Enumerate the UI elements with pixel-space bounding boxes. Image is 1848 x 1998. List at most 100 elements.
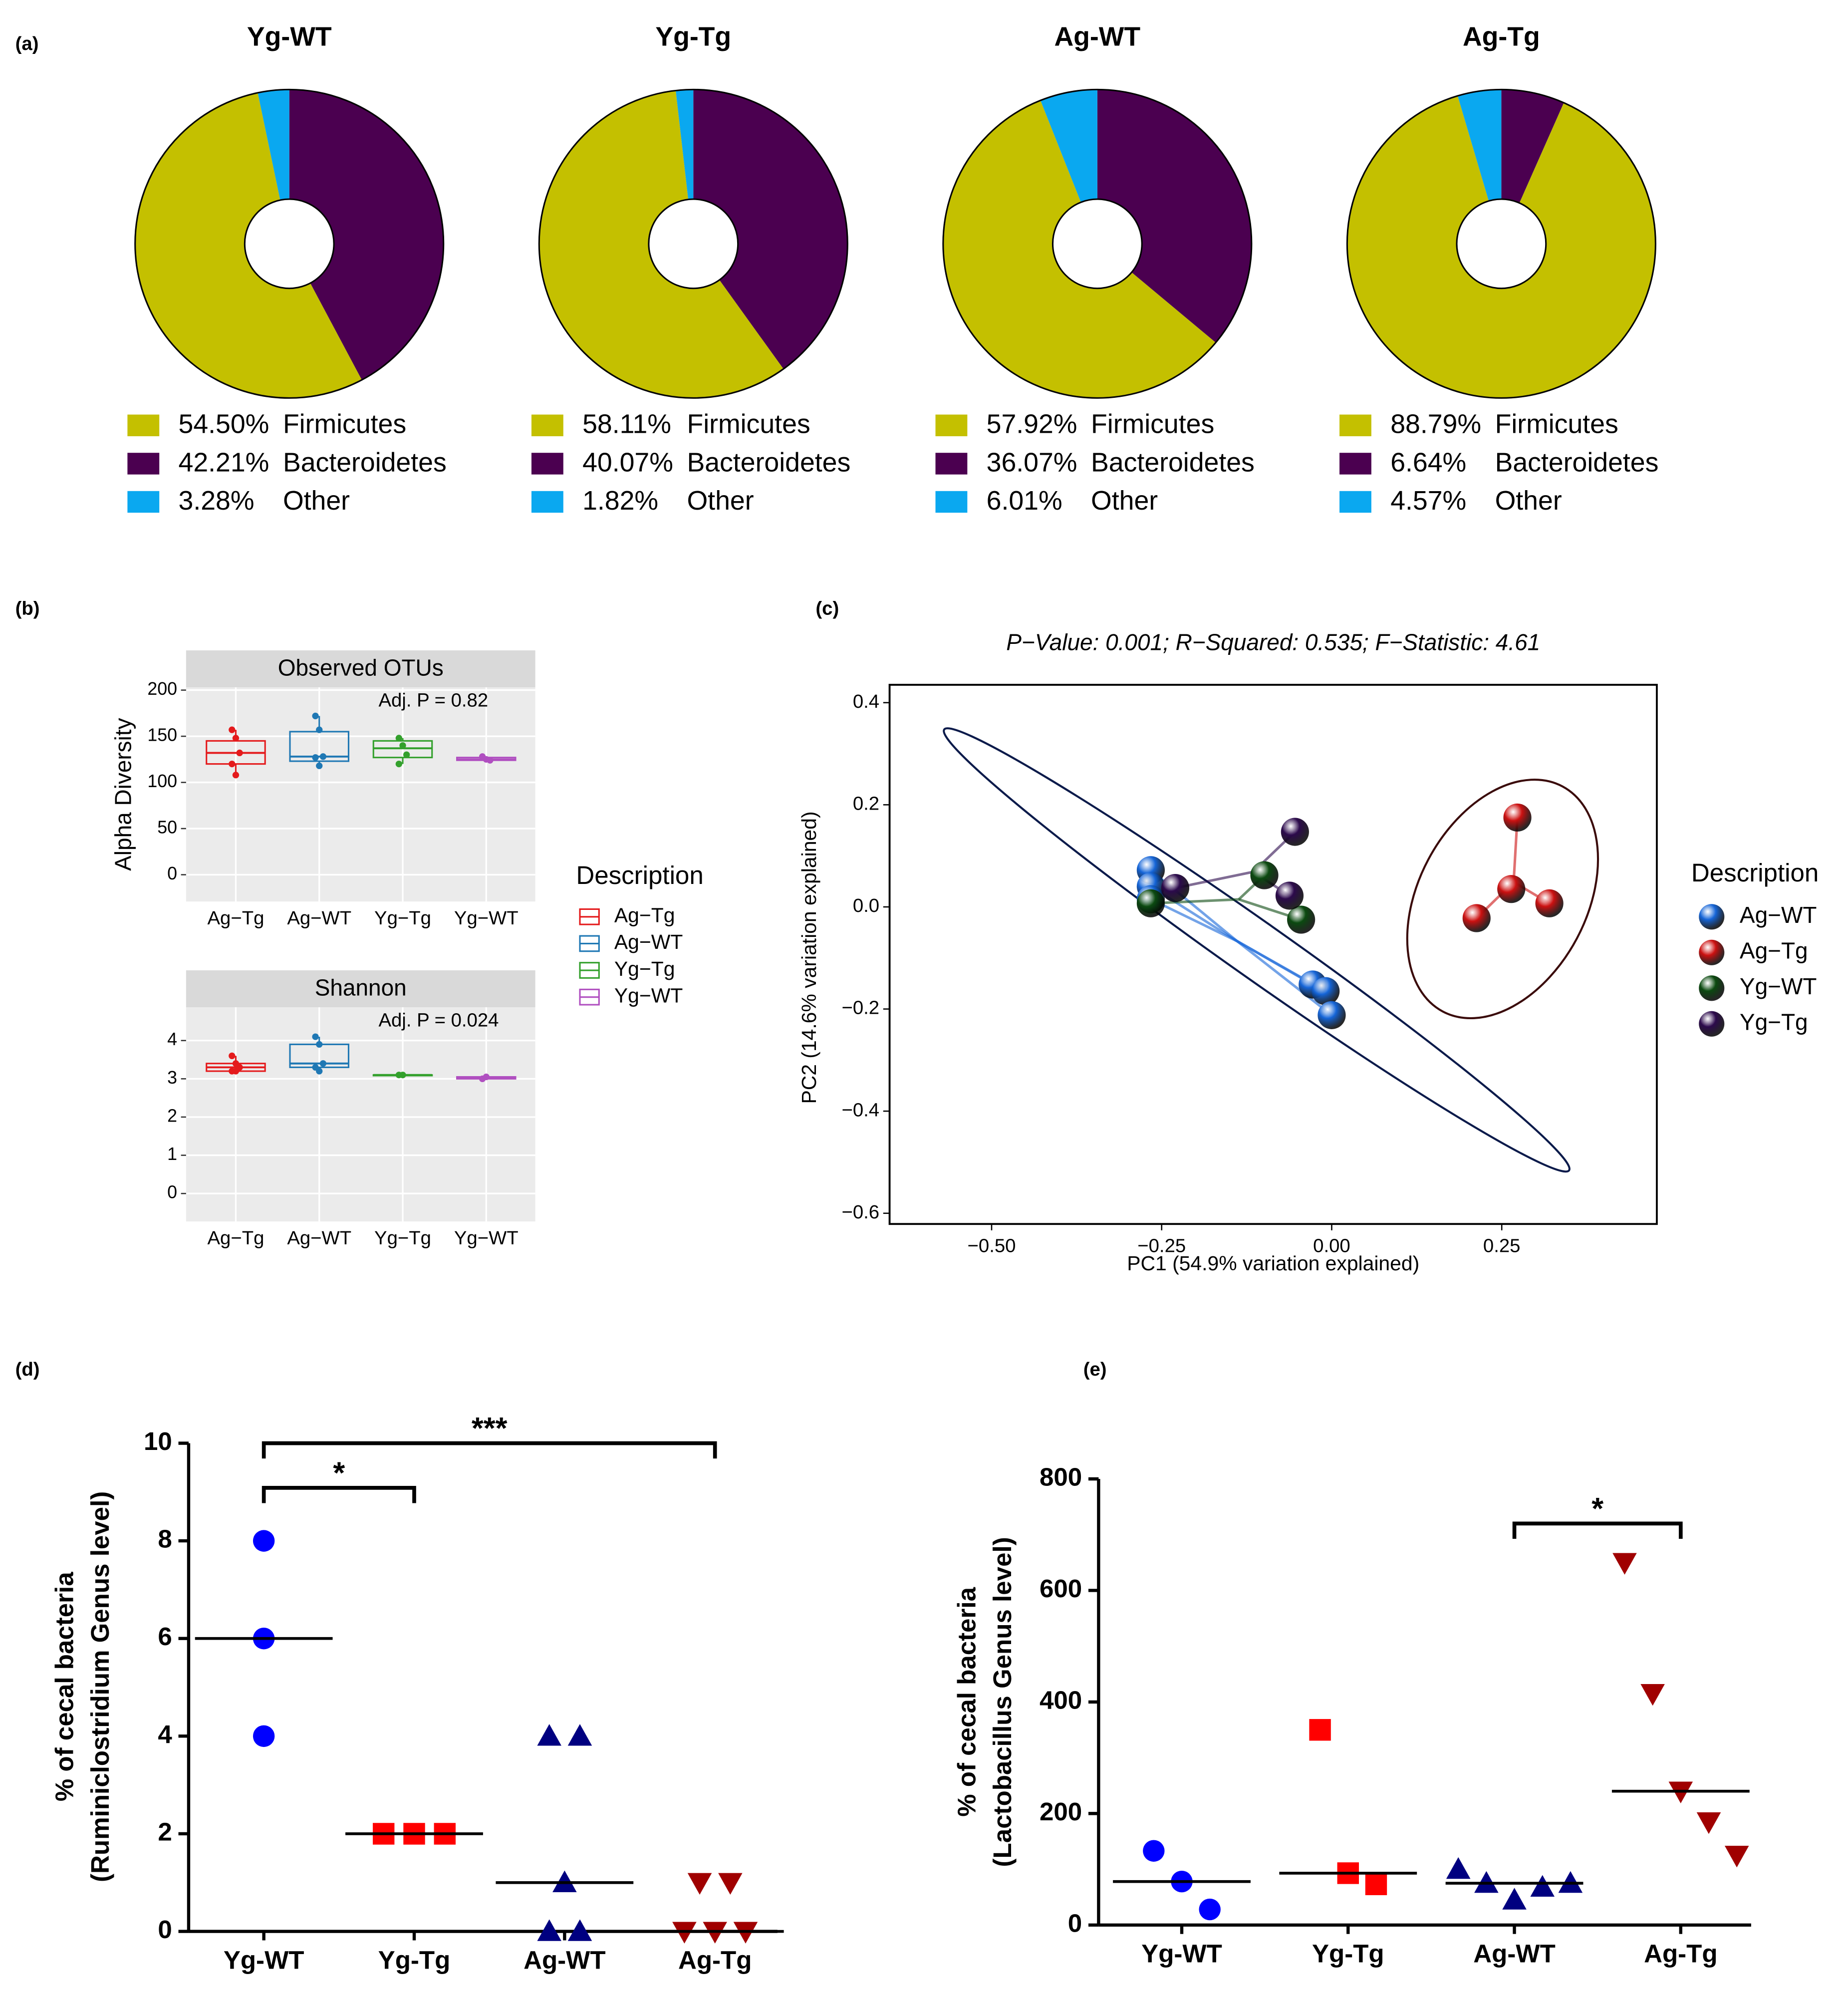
point xyxy=(567,1724,592,1746)
chart-title: P−Value: 0.001; R−Squared: 0.535; F−Stat… xyxy=(1006,629,1540,655)
spider-line xyxy=(1150,898,1239,905)
y-tick-label: 2 xyxy=(167,1106,177,1126)
legend-label: Yg−WT xyxy=(1740,973,1817,999)
pie-slice xyxy=(1501,89,1564,203)
x-tick-label: Ag−WT xyxy=(287,907,351,929)
legend-label: Other xyxy=(687,486,754,516)
legend-value: 6.64% xyxy=(1390,447,1466,477)
point xyxy=(1287,905,1316,934)
point xyxy=(1503,803,1532,832)
legend-swatch xyxy=(531,453,563,475)
point xyxy=(1640,1684,1665,1706)
legend-swatch xyxy=(531,491,563,513)
legend-label: Ag−Tg xyxy=(614,904,675,927)
facet-title: Shannon xyxy=(315,974,407,1000)
y-tick-label: 3 xyxy=(167,1068,177,1088)
y-tick-label: 200 xyxy=(1040,1797,1082,1826)
y-tick-label: 1 xyxy=(167,1144,177,1164)
point xyxy=(319,753,327,760)
pie-title: Ag-WT xyxy=(1054,21,1140,51)
point xyxy=(567,1919,592,1941)
legend-value: 54.50% xyxy=(179,409,269,439)
y-tick-label: −0.4 xyxy=(842,1099,880,1121)
point xyxy=(1309,1719,1331,1741)
plot-frame xyxy=(888,684,1658,1225)
legend-label: Other xyxy=(1091,486,1158,516)
legend-swatch xyxy=(935,491,968,513)
panel-bg xyxy=(186,1007,535,1222)
annotation: Adj. P = 0.024 xyxy=(378,1009,499,1031)
x-tick-label: Yg-WT xyxy=(224,1946,304,1974)
point xyxy=(1312,977,1340,1005)
spider-line xyxy=(1150,898,1238,942)
pie-title: Yg-WT xyxy=(247,21,332,51)
point xyxy=(718,1873,743,1895)
point xyxy=(232,735,240,742)
x-tick-label: Ag−WT xyxy=(287,1227,351,1249)
point xyxy=(395,760,402,768)
point xyxy=(399,1072,406,1079)
point xyxy=(319,1060,327,1067)
point xyxy=(537,1724,561,1746)
legend-key xyxy=(1699,975,1725,1001)
y-tick-label: −0.2 xyxy=(842,997,880,1019)
point xyxy=(399,742,406,749)
point xyxy=(403,751,410,758)
legend-value: 40.07% xyxy=(582,447,673,477)
pie-outline xyxy=(942,88,1253,399)
significance-bar xyxy=(1512,1521,1683,1539)
legend-swatch xyxy=(531,414,563,437)
pie-slice xyxy=(676,89,694,200)
y-tick-label: 100 xyxy=(147,771,177,791)
x-tick-label: Ag-WT xyxy=(1473,1940,1555,1968)
pie-outline xyxy=(538,88,848,399)
point xyxy=(1530,1875,1555,1897)
legend-label: Firmicutes xyxy=(687,409,810,439)
panel-label: (a) xyxy=(15,33,39,54)
legend-title: Description xyxy=(576,861,703,889)
legend-label: Firmicutes xyxy=(283,409,406,439)
pie-slice xyxy=(289,89,444,380)
y-axis-label: PC2 (14.6% variation explained) xyxy=(797,812,820,1104)
point xyxy=(487,757,494,764)
point xyxy=(1462,904,1491,932)
strip xyxy=(186,650,535,688)
point xyxy=(1281,818,1309,846)
legend-value: 36.07% xyxy=(987,447,1077,477)
legend-label: Yg−WT xyxy=(614,984,683,1007)
significance-bar xyxy=(262,1486,416,1503)
strip xyxy=(186,970,535,1008)
point xyxy=(316,762,323,769)
y-tick-label: 0 xyxy=(1068,1909,1082,1937)
legend-value: 3.28% xyxy=(179,486,255,516)
point xyxy=(232,1068,240,1075)
legend-swatch xyxy=(1339,414,1371,437)
point xyxy=(1318,1001,1346,1029)
point xyxy=(1250,861,1279,889)
y-tick-label: 4 xyxy=(158,1720,172,1748)
point xyxy=(316,1068,323,1075)
y-tick-label: 600 xyxy=(1040,1574,1082,1603)
point xyxy=(1136,889,1165,917)
y-tick-label: 10 xyxy=(144,1427,172,1455)
y-axis-label: % of cecal bacteria xyxy=(50,1572,78,1801)
significance-bar xyxy=(262,1441,717,1459)
legend-value: 1.82% xyxy=(582,486,658,516)
x-tick-label: Ag−Tg xyxy=(207,907,264,929)
point xyxy=(1497,875,1526,903)
point xyxy=(1535,889,1564,917)
x-tick-label: Yg-WT xyxy=(1141,1940,1222,1968)
point xyxy=(1365,1873,1387,1895)
legend-label: Ag−Tg xyxy=(1740,937,1808,963)
point xyxy=(312,1033,319,1040)
x-tick-label: Ag-Tg xyxy=(1644,1940,1717,1968)
legend-label: Bacteroidetes xyxy=(1091,447,1255,477)
legend-value: 57.92% xyxy=(987,409,1077,439)
legend-label: Ag−WT xyxy=(1740,902,1817,928)
legend-label: Yg−Tg xyxy=(1740,1009,1808,1035)
pie-slice xyxy=(1347,96,1656,398)
pie-slice xyxy=(693,89,848,369)
x-tick-label: Yg−WT xyxy=(454,907,519,929)
pie-slice xyxy=(1040,89,1097,203)
facet-title: Observed OTUs xyxy=(278,654,444,680)
